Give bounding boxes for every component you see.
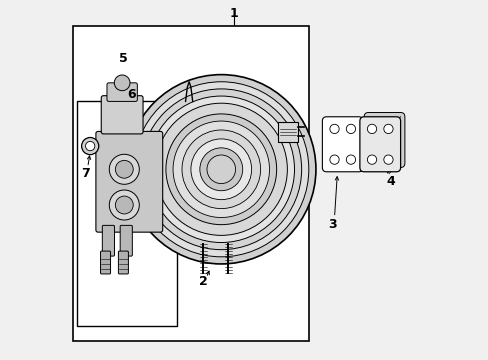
- Text: 1: 1: [229, 8, 238, 21]
- FancyBboxPatch shape: [118, 251, 128, 274]
- Circle shape: [371, 120, 380, 129]
- FancyBboxPatch shape: [102, 225, 114, 256]
- FancyBboxPatch shape: [101, 96, 143, 134]
- FancyBboxPatch shape: [107, 83, 137, 102]
- Circle shape: [148, 96, 294, 243]
- Circle shape: [346, 155, 355, 164]
- FancyBboxPatch shape: [359, 117, 400, 172]
- Circle shape: [114, 75, 130, 91]
- Text: 2: 2: [199, 275, 207, 288]
- Bar: [278, 122, 298, 142]
- FancyBboxPatch shape: [120, 225, 132, 256]
- Circle shape: [126, 75, 315, 264]
- Text: 6: 6: [127, 88, 136, 101]
- Text: 7: 7: [81, 167, 90, 180]
- Circle shape: [141, 89, 301, 249]
- Circle shape: [155, 103, 287, 235]
- Circle shape: [329, 155, 339, 164]
- Circle shape: [109, 154, 139, 184]
- Bar: [73, 26, 308, 341]
- Circle shape: [371, 151, 380, 160]
- Circle shape: [383, 155, 392, 164]
- Circle shape: [85, 141, 95, 151]
- Circle shape: [173, 121, 269, 217]
- Circle shape: [134, 82, 308, 257]
- Text: 4: 4: [386, 175, 394, 188]
- Circle shape: [206, 155, 235, 184]
- Text: 5: 5: [119, 52, 127, 65]
- Circle shape: [115, 196, 133, 214]
- Circle shape: [329, 124, 339, 134]
- FancyBboxPatch shape: [101, 251, 110, 274]
- FancyBboxPatch shape: [364, 112, 404, 167]
- Circle shape: [383, 124, 392, 134]
- Bar: [77, 102, 176, 327]
- Circle shape: [115, 160, 133, 178]
- Text: 3: 3: [327, 218, 336, 231]
- Circle shape: [165, 114, 276, 225]
- Circle shape: [81, 138, 99, 155]
- Circle shape: [182, 130, 260, 208]
- Circle shape: [366, 124, 376, 134]
- Circle shape: [346, 124, 355, 134]
- Circle shape: [366, 155, 376, 164]
- Circle shape: [387, 120, 397, 129]
- Circle shape: [387, 151, 397, 160]
- Circle shape: [190, 139, 251, 200]
- FancyBboxPatch shape: [322, 117, 363, 172]
- Circle shape: [109, 190, 139, 220]
- FancyBboxPatch shape: [96, 131, 163, 232]
- Circle shape: [200, 148, 242, 191]
